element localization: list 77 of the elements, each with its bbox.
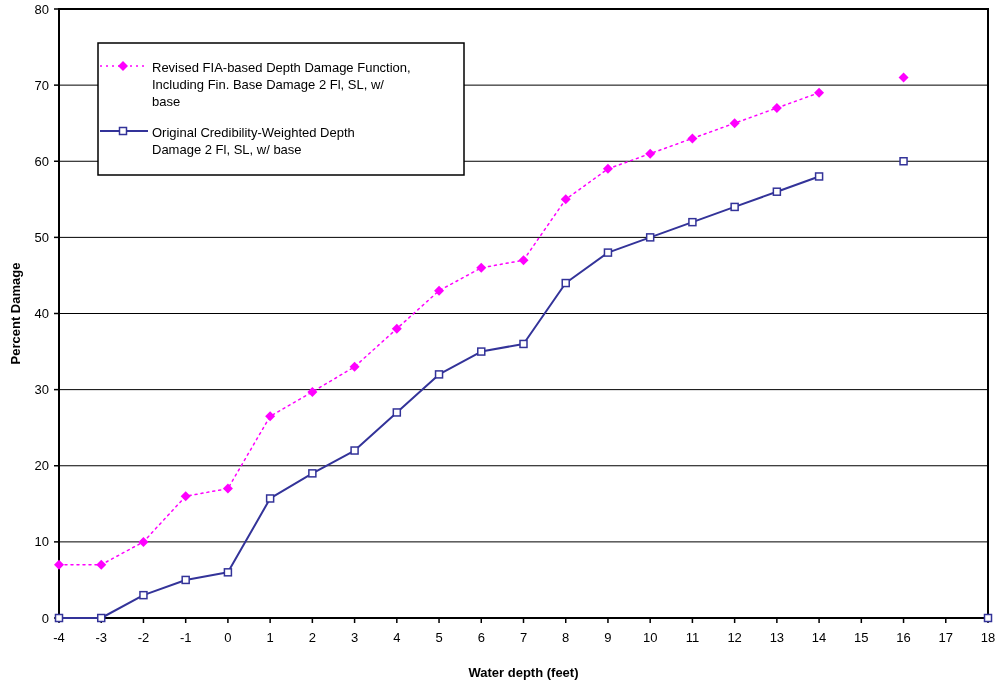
- point: [392, 408, 402, 417]
- x-tick-label: 13: [769, 630, 785, 645]
- point: [265, 411, 276, 422]
- x-tick-label: 7: [519, 630, 528, 645]
- x-tick-label: 14: [811, 630, 827, 645]
- y-tick-label: 80: [34, 1, 49, 17]
- y-tick-label: 50: [34, 229, 49, 245]
- point: [603, 248, 613, 257]
- point: [814, 87, 825, 98]
- x-tick-label: 2: [308, 630, 316, 645]
- point: [54, 613, 64, 623]
- point: [477, 347, 486, 356]
- point: [434, 285, 445, 296]
- x-tick-label: -4: [53, 630, 65, 645]
- point: [899, 157, 908, 166]
- point: [96, 559, 107, 570]
- x-tick-label: 0: [224, 630, 232, 645]
- point: [222, 483, 233, 494]
- y-tick-label: 60: [34, 153, 49, 169]
- x-tick-label: 10: [642, 630, 658, 645]
- x-tick-label: 17: [938, 630, 954, 645]
- x-axis-title: Water depth (feet): [468, 665, 579, 680]
- x-tick-label: -2: [137, 630, 150, 645]
- x-tick-label: 3: [350, 630, 359, 645]
- point: [96, 613, 106, 623]
- point: [730, 202, 739, 212]
- x-tick-label: -3: [95, 630, 108, 645]
- point: [645, 148, 656, 159]
- point: [983, 613, 993, 623]
- y-tick-label: 70: [34, 77, 49, 93]
- point: [476, 262, 487, 273]
- point: [687, 133, 698, 144]
- point: [602, 163, 613, 174]
- point: [898, 72, 909, 83]
- y-tick-label: 0: [41, 610, 49, 626]
- x-tick-label: 9: [604, 630, 612, 645]
- point: [139, 590, 148, 600]
- y-axis-title: Percent Damage: [8, 262, 23, 365]
- y-tick-label: 10: [34, 534, 49, 550]
- point: [560, 194, 571, 205]
- point: [561, 278, 570, 288]
- x-tick-label: 8: [562, 630, 570, 645]
- point: [54, 559, 64, 570]
- x-tick-label: 18: [980, 630, 996, 645]
- point: [645, 233, 655, 242]
- legend-label: Original Credibility-Weighted Depth Damage 2 Fl, SL, w/ base: [152, 125, 355, 157]
- x-tick-label: 15: [854, 630, 869, 645]
- point: [308, 469, 317, 478]
- legend-label: Revised FIA-based Depth Damage Function, Including Fin. Base Damage 2 Fl, SL, w/ base: [152, 60, 411, 109]
- point: [729, 118, 740, 129]
- point: [434, 370, 444, 379]
- point: [772, 187, 782, 196]
- point: [138, 536, 149, 547]
- x-tick-label: 4: [393, 630, 401, 645]
- y-tick-label: 20: [34, 458, 49, 474]
- point: [814, 172, 824, 181]
- x-tick-label: 6: [477, 630, 485, 645]
- point: [181, 575, 190, 585]
- point: [350, 446, 359, 455]
- point: [265, 494, 275, 503]
- x-tick-label: 5: [435, 630, 443, 645]
- point: [519, 339, 528, 349]
- point: [771, 102, 782, 113]
- x-tick-label: -1: [179, 630, 192, 645]
- y-tick-label: 40: [34, 306, 49, 322]
- point: [349, 361, 360, 372]
- x-tick-label: 11: [685, 630, 700, 645]
- point: [307, 386, 318, 397]
- y-tick-label: 30: [34, 382, 49, 398]
- x-tick-label: 1: [266, 630, 274, 645]
- point: [518, 255, 529, 266]
- x-tick-label: 16: [896, 630, 911, 645]
- point: [688, 217, 697, 227]
- point: [391, 323, 402, 334]
- point: [223, 568, 233, 577]
- point: [180, 491, 191, 502]
- x-tick-label: 12: [727, 630, 742, 645]
